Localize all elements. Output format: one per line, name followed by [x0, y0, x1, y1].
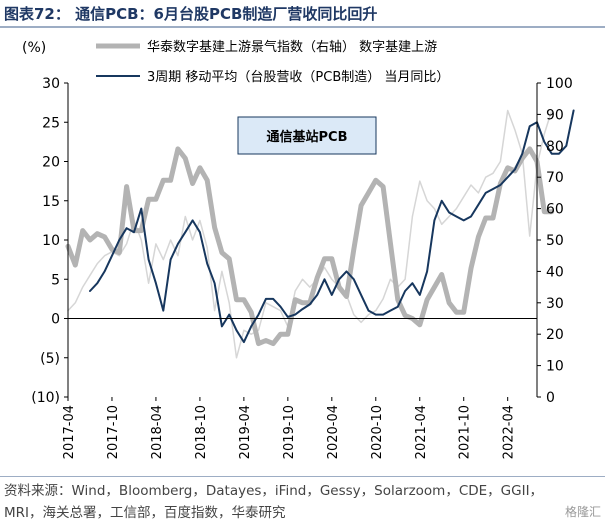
right-tick-label: 40 [546, 264, 564, 280]
x-tick-label: 2020-04 [326, 405, 341, 459]
right-tick-label: 0 [546, 390, 555, 406]
series-layer [65, 109, 575, 359]
legend-label: 华泰数字基建上游景气指数（右轴） 数字基建上游 [147, 39, 437, 55]
x-tick-label: 2018-04 [150, 405, 165, 459]
right-tick-label: 50 [546, 233, 564, 249]
legend-label: 3周期 移动平均（台股营收（PCB制造） 当月同比） [147, 70, 449, 85]
series-line-thick-gray [65, 146, 555, 347]
watermark: 格隆汇 [564, 505, 601, 519]
right-tick-label: 10 [546, 359, 564, 375]
x-tick-label: 2021-04 [414, 405, 429, 459]
right-tick-label: 30 [546, 296, 564, 312]
x-tick-label: 2019-04 [238, 405, 253, 459]
right-tick-label: 60 [546, 202, 564, 218]
right-tick-label: 70 [546, 170, 564, 186]
left-tick-label: (10) [31, 390, 60, 406]
x-tick-label: 2018-10 [194, 405, 209, 459]
series-line-navy [89, 109, 575, 344]
left-tick-label: 5 [51, 272, 60, 288]
x-tick-label: 2017-10 [106, 405, 121, 459]
source-note: 资料来源：Wind，Bloomberg，Datayes，iFind，Gessy，… [4, 483, 544, 521]
x-tick-label: 2022-04 [502, 405, 517, 459]
left-tick-label: 30 [42, 76, 60, 92]
chart: (10) (5) 0 5 10 15 20 25 30 (%) 0 10 20 30 40 50 60 70 80 9… [22, 39, 575, 459]
left-tick-label: 25 [42, 115, 60, 131]
annotation-box [237, 116, 377, 155]
x-tick-label: 2021-10 [458, 405, 473, 459]
annotation-text: 通信基站PCB [267, 129, 348, 145]
left-tick-label: (5) [40, 351, 60, 367]
figure-title: 图表72： 通信PCB：6月台股PCB制造厂营收同比回升 [4, 5, 378, 23]
x-tick-label: 2017-04 [62, 405, 77, 459]
left-tick-label: 20 [42, 155, 60, 171]
series-line-thin-light [67, 109, 553, 359]
legend: 华泰数字基建上游景气指数（右轴） 数字基建上游 3周期 移动平均（台股营收（PCB… [96, 39, 449, 85]
source-rule [0, 476, 605, 477]
left-tick-label: 0 [51, 312, 60, 328]
right-tick-label: 80 [546, 139, 564, 155]
x-tick-label: 2019-10 [282, 405, 297, 459]
left-tick-label: 15 [42, 194, 60, 210]
right-tick-label: 90 [546, 107, 564, 123]
right-tick-label: 100 [546, 76, 573, 92]
left-axis-label: (%) [22, 40, 46, 56]
axes: (10) (5) 0 5 10 15 20 25 30 (%) 0 10 20 30 40 50 60 70 80 9… [22, 40, 573, 459]
title-rule [0, 26, 605, 28]
x-tick-label: 2020-10 [370, 405, 385, 459]
right-tick-label: 20 [546, 327, 564, 343]
left-tick-label: 10 [42, 233, 60, 249]
